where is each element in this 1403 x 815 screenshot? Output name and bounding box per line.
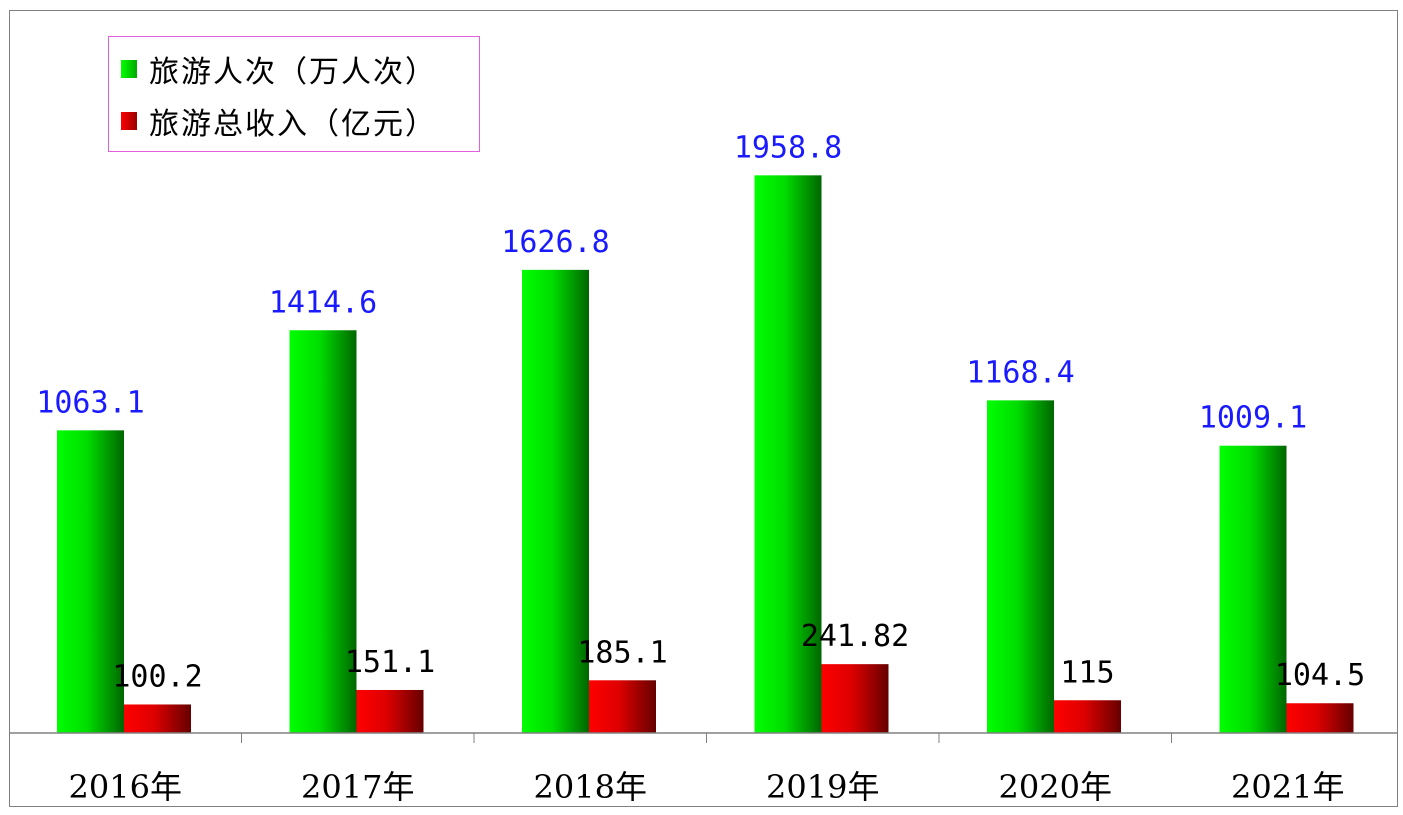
bar-visitors-2020年 — [987, 400, 1054, 733]
legend-item-visitors: 旅游人次（万人次） — [121, 49, 437, 90]
bar-revenue-2018年 — [589, 680, 656, 733]
bar-revenue-2019年 — [821, 664, 889, 733]
bar-visitors-2018年 — [522, 269, 589, 733]
bar-revenue-2020年 — [1054, 700, 1121, 733]
bar-revenue-2021年 — [1286, 703, 1354, 733]
data-label-revenue-2021年: 104.5 — [1275, 658, 1365, 693]
data-label-revenue-2016年: 100.2 — [112, 659, 202, 694]
legend-swatch-green — [121, 60, 137, 78]
bar-visitors-2021年 — [1219, 445, 1287, 733]
data-label-visitors-2016年: 1063.1 — [36, 385, 144, 420]
legend-item-revenue: 旅游总收入（亿元） — [121, 101, 437, 142]
data-label-visitors-2021年: 1009.1 — [1199, 401, 1307, 436]
x-tick-label-2017年: 2017年 — [301, 768, 414, 806]
bar-revenue-2016年 — [124, 704, 191, 733]
data-label-revenue-2018年: 185.1 — [577, 635, 667, 670]
data-label-visitors-2019年: 1958.8 — [734, 130, 842, 165]
x-tick-label-2021年: 2021年 — [1231, 768, 1344, 806]
legend-swatch-red — [121, 112, 137, 130]
x-tick-label-2019年: 2019年 — [766, 768, 879, 806]
chart-legend: 旅游人次（万人次） 旅游总收入（亿元） — [108, 36, 480, 152]
bar-visitors-2017年 — [289, 330, 357, 733]
data-label-visitors-2018年: 1626.8 — [501, 225, 609, 260]
x-tick-label-2020年: 2020年 — [999, 768, 1112, 806]
data-label-revenue-2017年: 151.1 — [345, 645, 435, 680]
bar-visitors-2016年 — [57, 430, 124, 733]
data-label-revenue-2020年: 115 — [1060, 655, 1114, 690]
x-tick-label-2018年: 2018年 — [534, 768, 647, 806]
data-label-revenue-2019年: 241.82 — [801, 619, 909, 654]
bar-visitors-2019年 — [754, 175, 822, 733]
data-label-visitors-2020年: 1168.4 — [966, 355, 1074, 390]
bar-revenue-2017年 — [356, 689, 424, 733]
legend-label-visitors: 旅游人次（万人次） — [149, 55, 437, 90]
legend-label-revenue: 旅游总收入（亿元） — [149, 107, 437, 142]
data-label-visitors-2017年: 1414.6 — [269, 285, 377, 320]
x-tick-label-2016年: 2016年 — [69, 768, 182, 806]
